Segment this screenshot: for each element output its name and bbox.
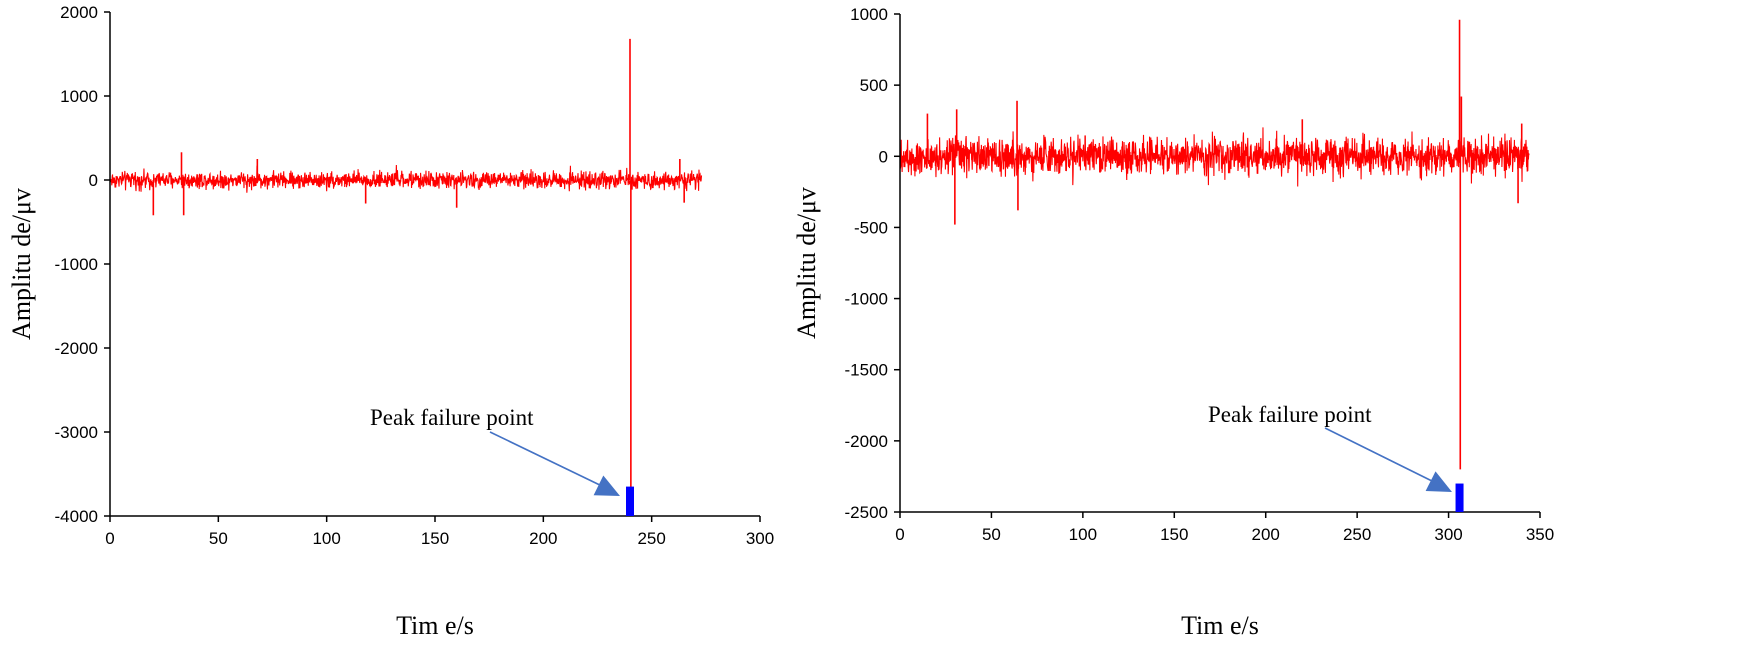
annotation-text: Peak failure point (370, 405, 534, 430)
x-tick-label: 250 (637, 529, 665, 548)
x-tick-label: 250 (1343, 525, 1371, 544)
x-tick-label: 150 (1160, 525, 1188, 544)
annotation-arrowhead (1425, 471, 1452, 492)
y-tick-label: 2000 (60, 3, 98, 22)
x-tick-label: 50 (209, 529, 228, 548)
signal-trace (109, 165, 703, 193)
x-tick-label: 300 (1434, 525, 1462, 544)
left-chart: -4000 -3000 -2000 -1000 0 1000 2000 0 50 100 150 20… (7, 3, 774, 640)
y-tick-label: 1000 (850, 5, 888, 24)
y-tick-label: -1000 (845, 290, 888, 309)
y-tick-label: 0 (879, 147, 888, 166)
x-tick-label: 200 (1252, 525, 1280, 544)
y-tick-label: -500 (854, 218, 888, 237)
x-axis-label: Tim e/s (1181, 611, 1259, 640)
annotation-arrowhead (593, 475, 620, 496)
x-tick-label: 0 (105, 529, 114, 548)
y-tick-label: -1000 (55, 255, 98, 274)
x-axis-label: Tim e/s (396, 611, 474, 640)
x-tick-label: 200 (529, 529, 557, 548)
x-tick-label: 300 (746, 529, 774, 548)
y-tick-label: -2000 (55, 339, 98, 358)
x-tick-label: 350 (1526, 525, 1554, 544)
y-tick-label: -1500 (845, 361, 888, 380)
y-tick-label: 1000 (60, 87, 98, 106)
x-tick-label: 100 (312, 529, 340, 548)
annotation-arrow-line (489, 431, 607, 489)
right-chart: -2500 -2000 -1500 -1000 -500 0 500 1000 0 50 100 15… (792, 5, 1554, 640)
annotation-arrow-line (1324, 427, 1439, 485)
y-tick-label: -3000 (55, 423, 98, 442)
x-tick-label: 0 (895, 525, 904, 544)
peak-marker (1455, 483, 1464, 512)
y-tick-label: 500 (860, 76, 888, 95)
signal-trace (899, 127, 1530, 187)
peak-marker (626, 486, 634, 516)
x-tick-label: 100 (1069, 525, 1097, 544)
y-tick-label: -4000 (55, 507, 98, 526)
y-tick-label: 0 (89, 171, 98, 190)
x-tick-label: 150 (421, 529, 449, 548)
y-axis-label: Amplitu de/μv (792, 187, 821, 339)
x-tick-label: 50 (982, 525, 1001, 544)
y-axis-label: Amplitu de/μv (7, 188, 36, 340)
y-tick-label: -2000 (845, 432, 888, 451)
y-tick-label: -2500 (845, 503, 888, 522)
annotation-text: Peak failure point (1208, 402, 1372, 427)
